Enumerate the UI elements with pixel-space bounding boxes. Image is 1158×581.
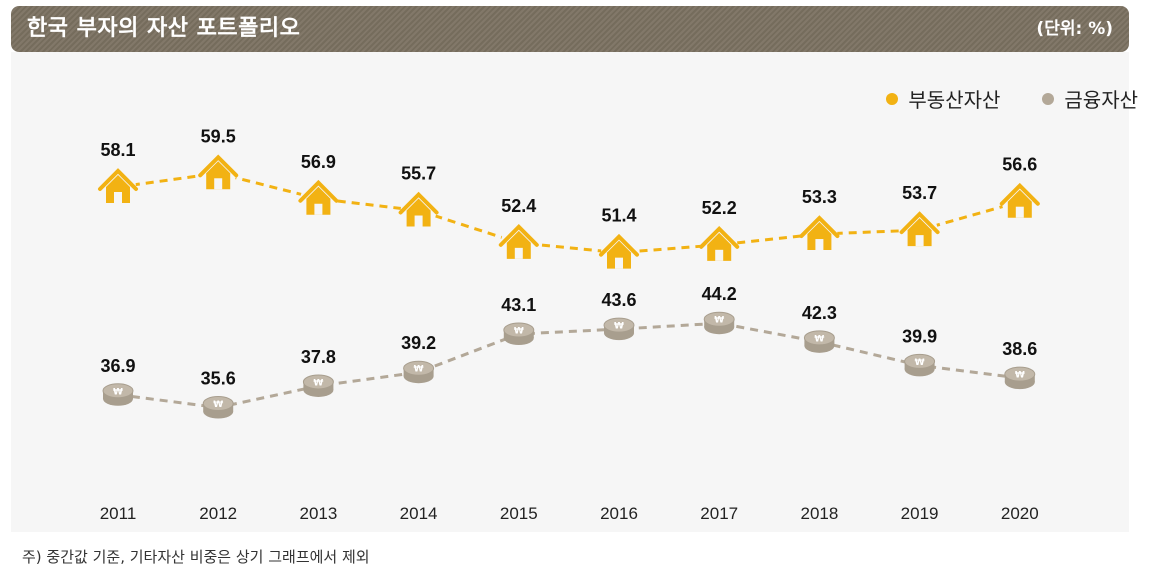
legend: 부동산자산 금융자산: [844, 84, 1138, 113]
data-label: 51.4: [601, 206, 636, 226]
legend-label-financial: 금융자산: [1064, 88, 1138, 112]
svg-text:₩: ₩: [814, 334, 824, 344]
data-label: 39.2: [401, 333, 436, 353]
svg-text:₩: ₩: [915, 358, 925, 368]
svg-text:₩: ₩: [313, 378, 323, 388]
x-tick-label: 2013: [299, 504, 337, 523]
data-label: 39.9: [902, 326, 937, 346]
house-icon: [198, 154, 239, 192]
house-icon: [98, 168, 138, 205]
coin-icon: ₩: [403, 360, 435, 384]
coin-icon: ₩: [904, 353, 936, 377]
data-label: 43.1: [501, 295, 536, 315]
svg-text:₩: ₩: [414, 365, 424, 375]
legend-item-real-estate: 부동산자산: [886, 84, 1000, 113]
legend-item-financial: 금융자산: [1042, 84, 1138, 113]
house-icon: [498, 224, 539, 261]
house-icon: [398, 191, 439, 229]
coin-icon: ₩: [703, 311, 735, 335]
data-label: 37.8: [301, 347, 336, 367]
house-icon: [699, 225, 740, 263]
data-label: 56.9: [301, 152, 336, 172]
svg-text:₩: ₩: [113, 387, 123, 397]
data-label: 42.3: [802, 303, 837, 323]
x-tick-label: 2018: [800, 504, 838, 523]
x-tick-label: 2019: [901, 504, 939, 523]
data-label: 53.7: [902, 183, 937, 203]
coin-icon: ₩: [302, 374, 334, 397]
x-tick-label: 2012: [199, 504, 237, 523]
data-label: 35.6: [201, 369, 236, 389]
house-icon: [799, 215, 840, 253]
svg-text:₩: ₩: [514, 327, 524, 337]
x-tick-label: 2020: [1001, 504, 1039, 523]
data-label: 55.7: [401, 164, 436, 184]
data-label: 44.2: [702, 284, 737, 304]
house-icon: [298, 179, 339, 217]
svg-text:₩: ₩: [213, 400, 223, 410]
house-icon: [599, 233, 639, 271]
data-label: 43.6: [601, 290, 636, 310]
chart-area: [11, 52, 1129, 532]
coin-icon: ₩: [202, 396, 234, 419]
data-label: 52.2: [702, 198, 737, 218]
coin-icon: ₩: [603, 317, 635, 341]
data-label: 59.5: [201, 126, 236, 146]
unit-label: (단위: %): [1036, 19, 1113, 39]
coin-icon: ₩: [803, 330, 835, 353]
data-label: 36.9: [100, 356, 135, 376]
series-line-0: [117, 171, 1021, 255]
house-icon: [999, 182, 1040, 220]
svg-text:₩: ₩: [614, 322, 624, 332]
coin-icon: ₩: [503, 322, 535, 345]
x-tick-label: 2015: [500, 504, 538, 523]
svg-text:₩: ₩: [1015, 371, 1025, 381]
data-label: 38.6: [1002, 339, 1037, 359]
x-tick-label: 2016: [600, 504, 638, 523]
legend-marker-real-estate: [886, 92, 899, 105]
legend-label-real-estate: 부동산자산: [908, 88, 1001, 112]
data-label: 56.6: [1002, 155, 1037, 175]
coin-icon: ₩: [1004, 366, 1036, 390]
svg-text:₩: ₩: [714, 316, 724, 326]
data-label: 58.1: [100, 140, 135, 160]
house-icon: [899, 211, 940, 249]
x-tick-label: 2011: [100, 504, 137, 523]
chart-title: 한국 부자의 자산 포트폴리오: [27, 16, 301, 41]
title-bar: 한국 부자의 자산 포트폴리오 (단위: %): [11, 6, 1129, 52]
x-tick-label: 2014: [400, 504, 438, 523]
footnote: 주) 중간값 기준, 기타자산 비중은 상기 그래프에서 제외: [22, 548, 370, 566]
data-label: 53.3: [802, 187, 837, 207]
data-label: 52.4: [501, 196, 536, 216]
coin-icon: ₩: [102, 383, 134, 406]
x-tick-label: 2017: [700, 504, 738, 523]
legend-marker-financial: [1042, 92, 1055, 105]
series-line-1: [117, 321, 1020, 410]
